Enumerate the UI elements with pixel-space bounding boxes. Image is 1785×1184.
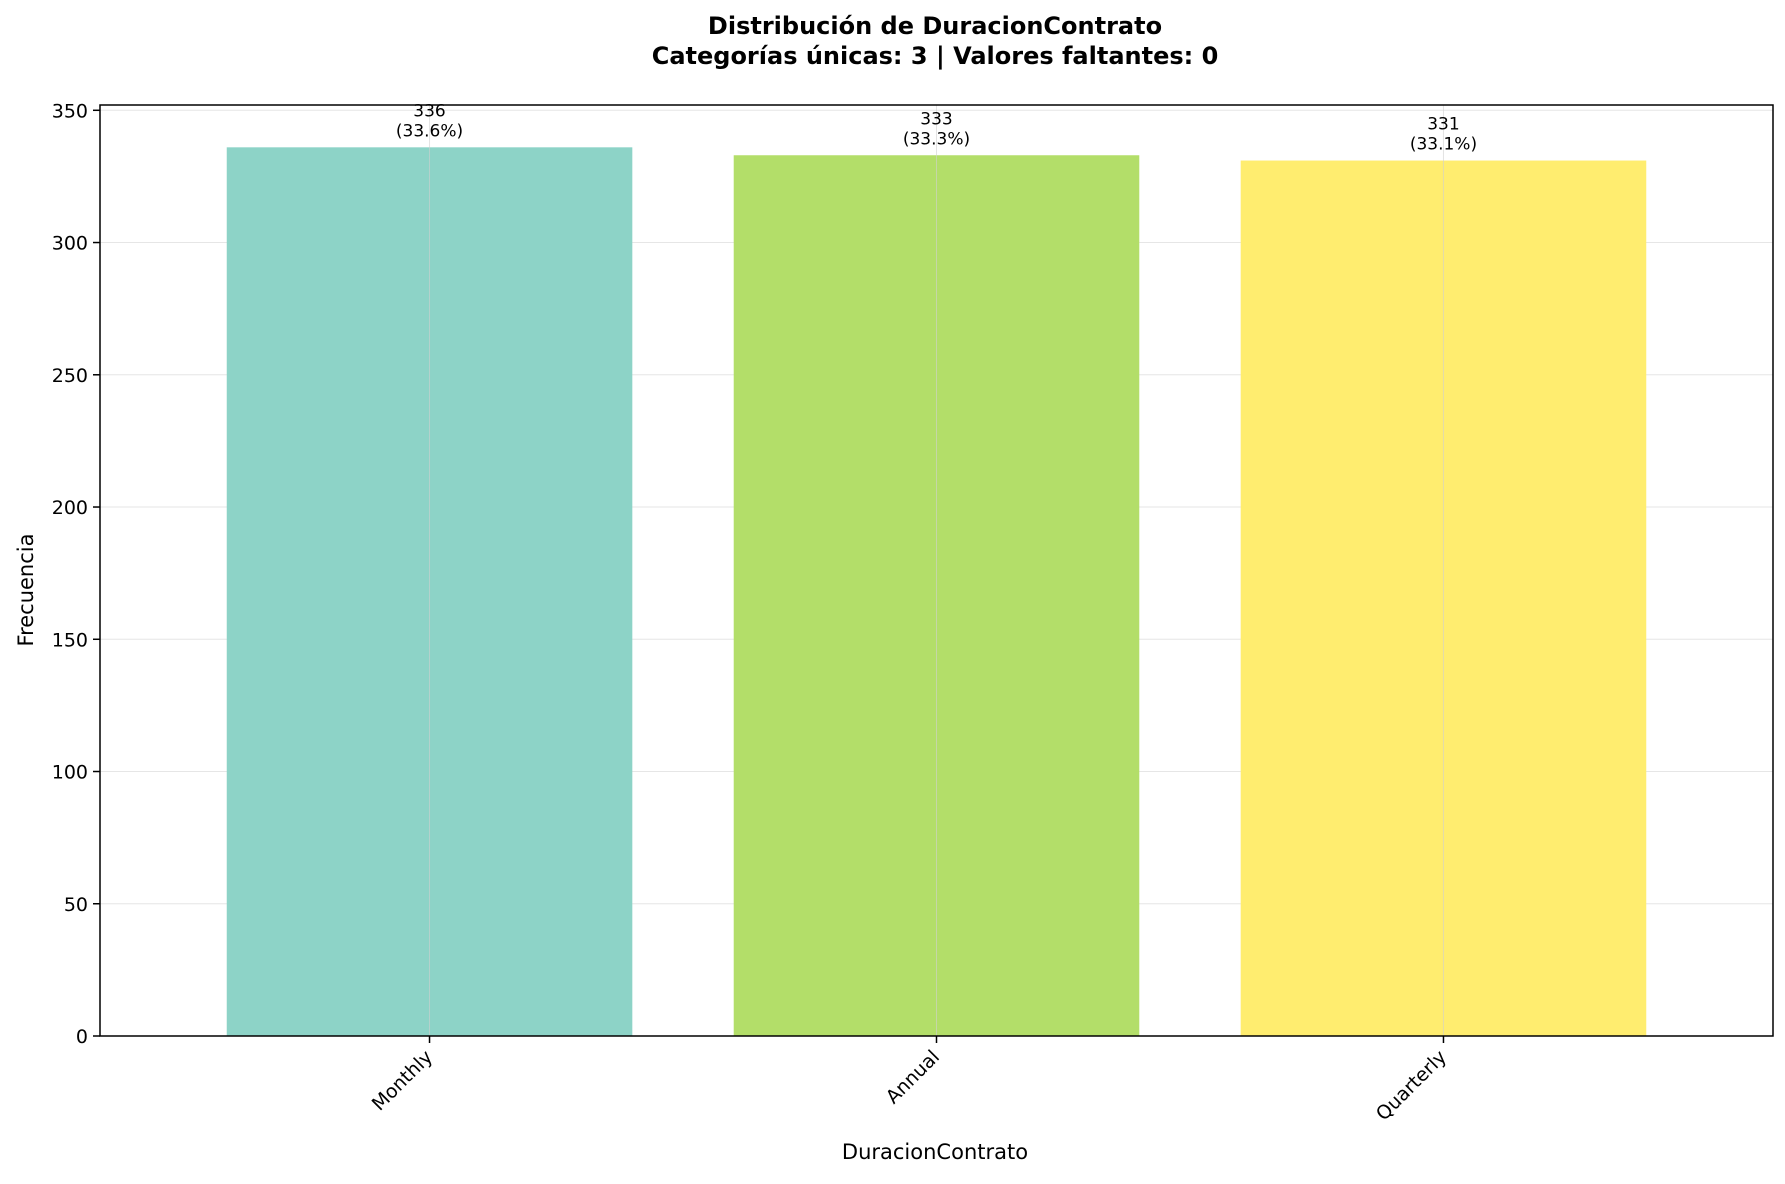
data-label-percent: (33.6%)	[396, 121, 463, 141]
data-label-percent: (33.3%)	[903, 129, 970, 149]
data-labels-layer: 336(33.6%) 333(33.3%) 331(33.1%)	[396, 101, 1477, 154]
vertical-grid-layer	[429, 105, 1444, 1036]
data-label-count: 336	[413, 101, 445, 121]
x-axis: Monthly Annual Quarterly	[368, 1036, 1451, 1125]
y-tick-label: 350	[52, 100, 88, 122]
y-tick-label: 250	[52, 365, 88, 387]
y-axis-label: Frecuencia	[14, 534, 38, 647]
y-tick-label: 200	[52, 497, 88, 519]
y-tick-label: 0	[76, 1026, 88, 1048]
data-label-count: 333	[920, 109, 952, 129]
chart-title: Distribución de DuracionContrato	[708, 12, 1162, 40]
x-tick-label: Annual	[882, 1046, 944, 1108]
chart-subtitle: Categorías únicas: 3 | Valores faltantes…	[652, 42, 1219, 70]
y-axis: 0 50 100 150 200 250 300 350	[52, 100, 100, 1048]
y-tick-label: 100	[52, 762, 88, 784]
y-tick-label: 150	[52, 629, 88, 651]
x-tick-label: Quarterly	[1372, 1046, 1451, 1125]
x-axis-label: DuracionContrato	[842, 1140, 1028, 1164]
y-tick-label: 300	[52, 233, 88, 255]
x-tick-label: Monthly	[368, 1046, 437, 1115]
data-label-percent: (33.1%)	[1410, 135, 1477, 155]
data-label-count: 331	[1427, 115, 1459, 135]
y-tick-label: 50	[64, 894, 88, 916]
